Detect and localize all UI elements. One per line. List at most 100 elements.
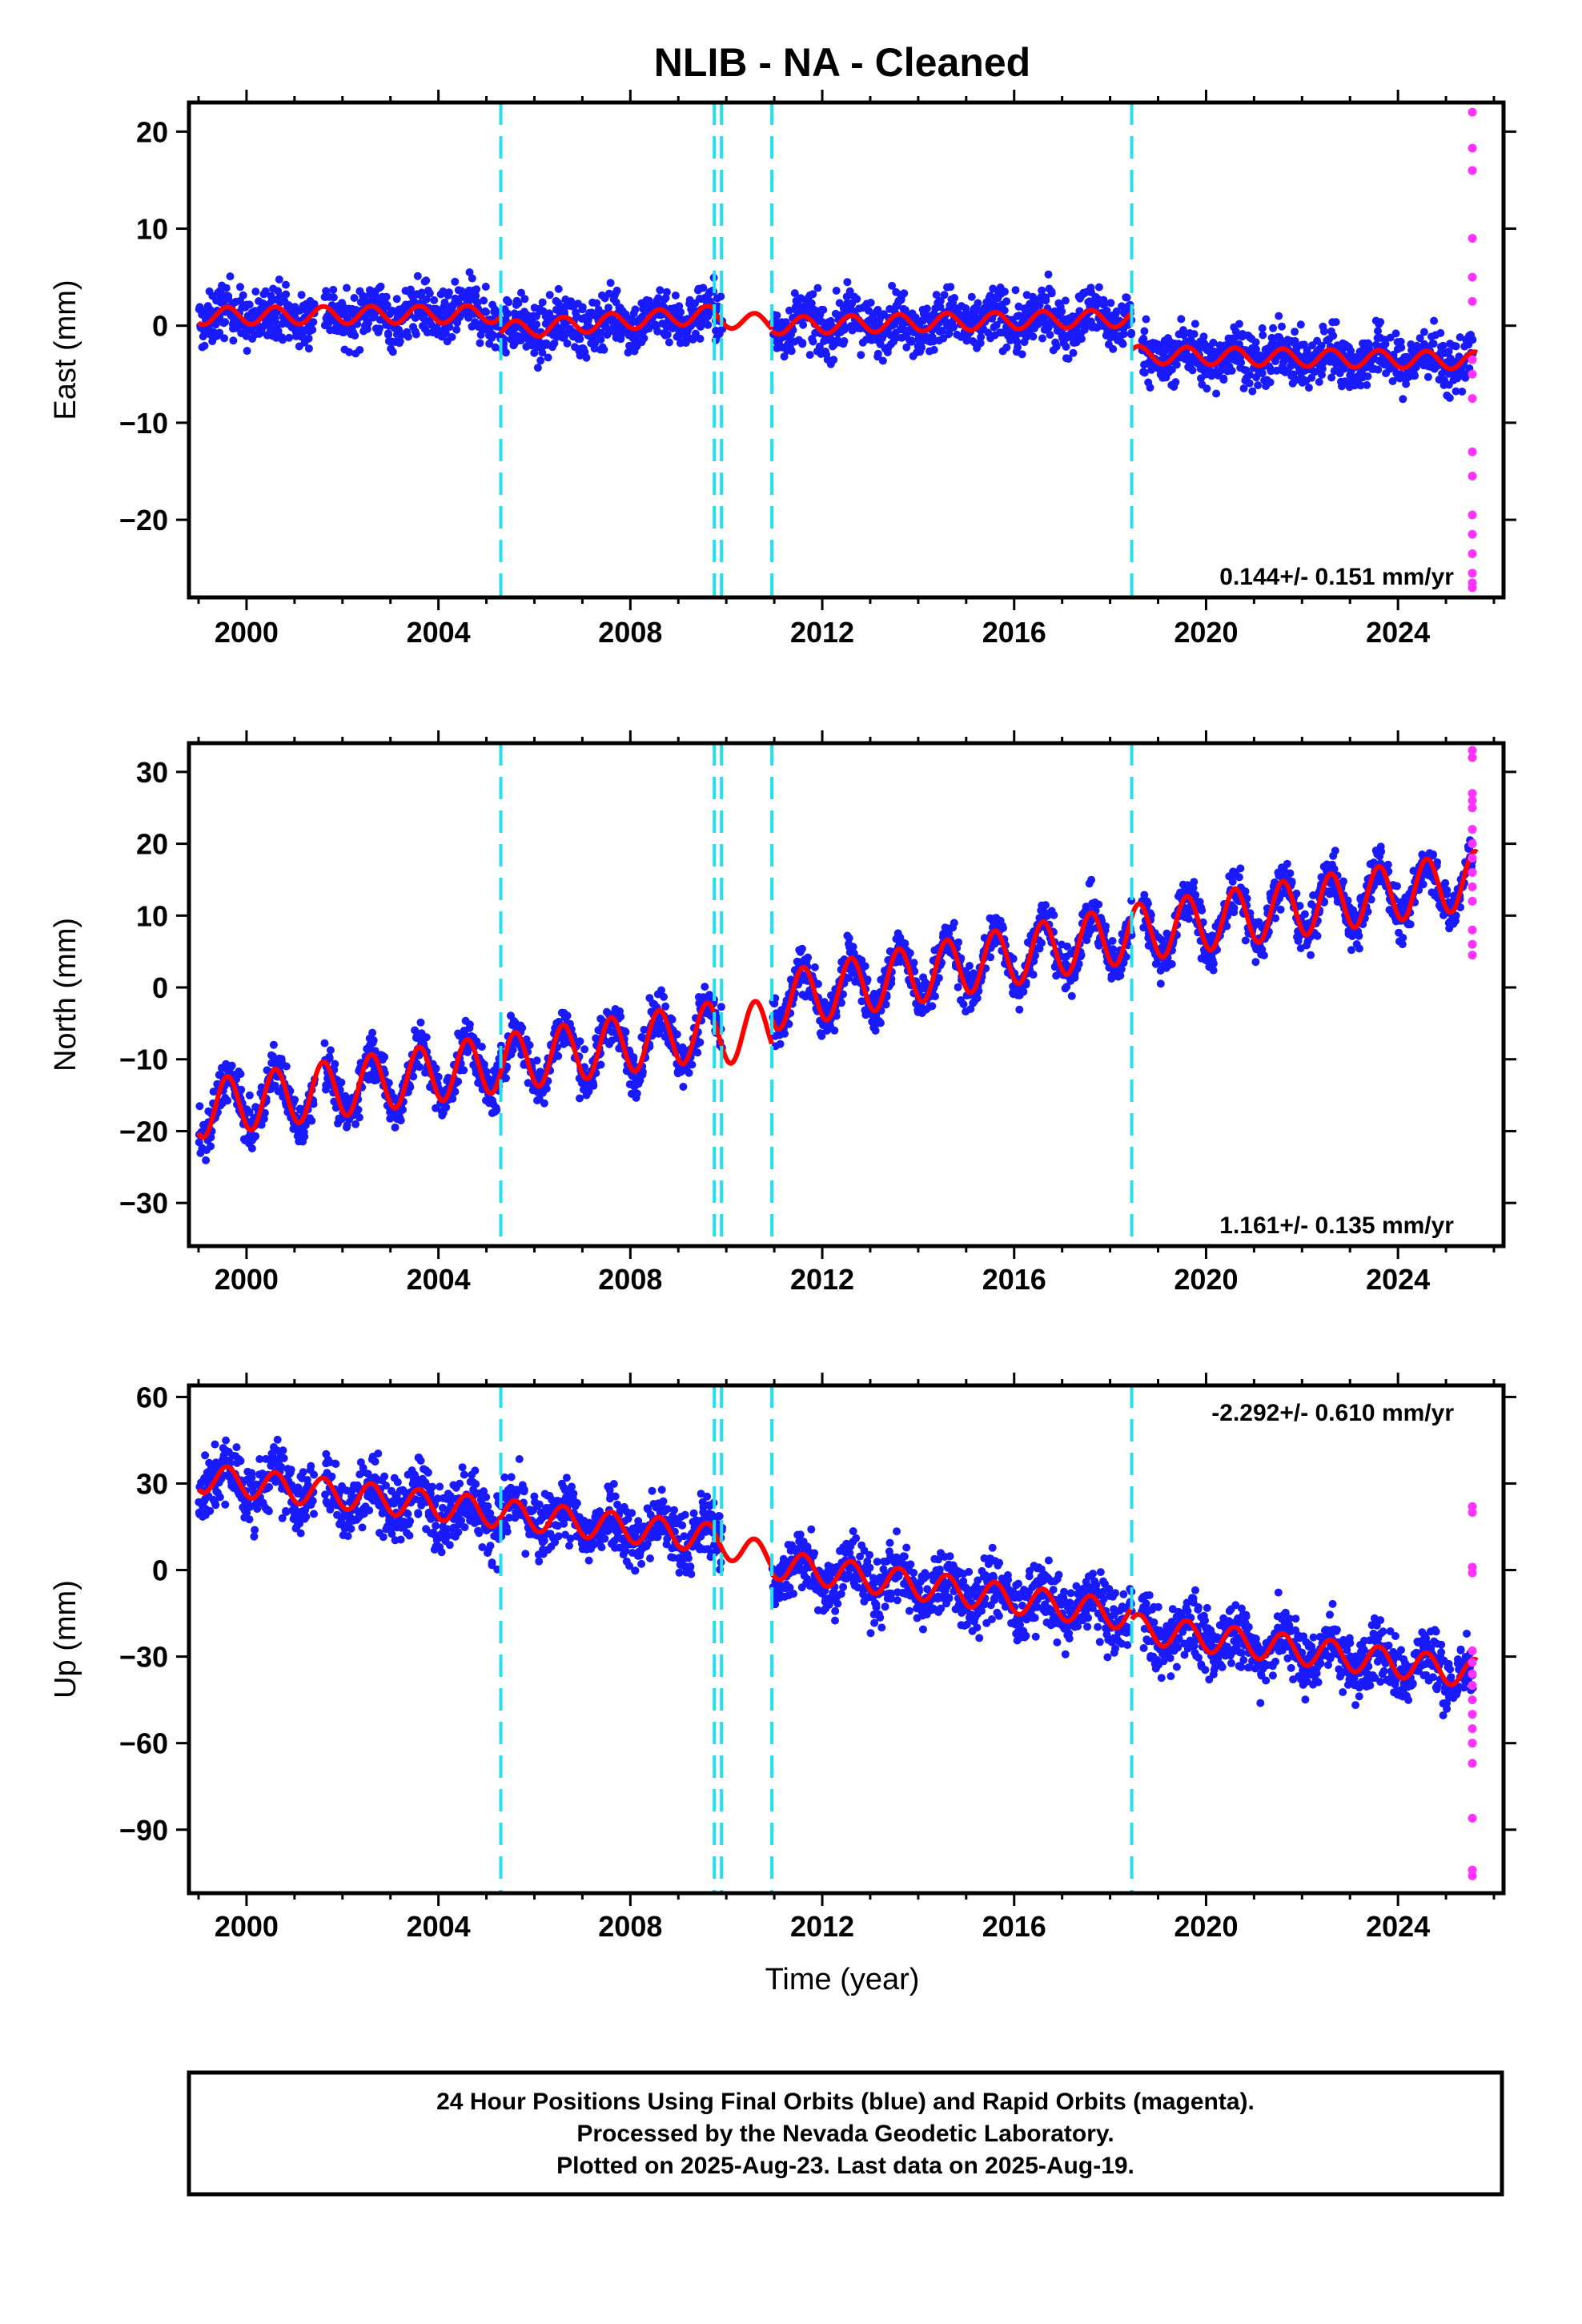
final-orbit-point: [685, 1068, 693, 1077]
final-orbit-point: [368, 1028, 377, 1037]
x-tick-label: 2024: [1366, 616, 1430, 649]
final-orbit-point: [416, 1063, 424, 1072]
final-orbit-point: [950, 919, 958, 927]
final-orbit-point: [922, 304, 931, 313]
final-orbit-point: [200, 341, 209, 350]
final-orbit-point: [536, 356, 545, 365]
final-orbit-point: [1190, 330, 1199, 339]
final-orbit-point: [1291, 336, 1299, 345]
final-orbit-point: [1391, 329, 1400, 338]
final-orbit-point: [396, 337, 404, 346]
final-orbit-point: [1011, 286, 1020, 295]
final-orbit-point: [412, 330, 420, 339]
final-orbit-point: [339, 328, 348, 336]
final-orbit-point: [544, 353, 552, 362]
final-orbit-point: [351, 332, 359, 340]
final-orbit-point: [355, 346, 364, 354]
final-orbit-point: [224, 292, 233, 300]
final-orbit-point: [1307, 951, 1315, 959]
velocity-rate-label: 0.144+/- 0.151 mm/yr: [1219, 564, 1454, 590]
final-orbit-point: [589, 1081, 598, 1090]
final-orbit-point: [488, 331, 497, 340]
final-orbit-point: [1237, 358, 1246, 367]
final-orbit-point: [596, 328, 605, 337]
final-orbit-point: [1331, 846, 1339, 855]
final-orbit-point: [1266, 378, 1275, 387]
final-orbit-point: [514, 299, 523, 308]
final-orbit-point: [482, 308, 491, 316]
final-orbit-point: [279, 336, 287, 344]
final-orbit-point: [1109, 344, 1118, 353]
final-orbit-point: [465, 1020, 474, 1029]
final-orbit-point: [345, 348, 354, 356]
final-orbit-point: [220, 334, 229, 343]
final-orbit-point: [1094, 900, 1103, 909]
final-orbit-point: [1283, 859, 1291, 868]
x-tick-label: 2016: [982, 616, 1046, 649]
final-orbit-point: [245, 1091, 254, 1100]
final-orbit-point: [1184, 915, 1193, 923]
final-orbit-point: [369, 1036, 378, 1044]
final-orbit-point: [1069, 348, 1078, 357]
final-orbit-point: [226, 272, 235, 281]
final-orbit-point: [1251, 338, 1260, 347]
final-orbit-point: [853, 295, 861, 304]
final-orbit-point: [460, 1066, 468, 1075]
final-orbit-point: [533, 364, 542, 372]
final-orbit-point: [907, 336, 916, 345]
final-orbit-point: [621, 1027, 630, 1036]
final-orbit-point: [1156, 979, 1165, 988]
final-orbit-point: [830, 1026, 839, 1035]
final-orbit-point: [432, 1064, 440, 1073]
final-orbit-point: [441, 329, 450, 338]
final-orbit-point: [1067, 991, 1076, 1000]
final-orbit-point: [247, 1144, 256, 1152]
final-orbit-point: [331, 1059, 339, 1068]
final-orbit-point: [1042, 901, 1050, 910]
final-orbit-point: [1275, 312, 1283, 320]
final-orbit-point: [520, 295, 529, 304]
final-orbit-point: [1038, 334, 1046, 343]
final-orbit-point: [215, 328, 224, 337]
final-orbit-point: [656, 286, 665, 295]
final-orbit-point: [554, 1051, 563, 1060]
final-orbit-point: [351, 1120, 360, 1128]
final-orbit-point: [504, 298, 513, 307]
final-orbit-point: [1436, 328, 1445, 337]
x-tick-label: 2004: [407, 616, 471, 649]
final-orbit-point: [404, 332, 412, 341]
final-orbit-point: [1393, 882, 1401, 891]
final-orbit-point: [671, 292, 680, 300]
final-orbit-point: [950, 323, 958, 332]
final-orbit-point: [320, 1039, 329, 1047]
final-orbit-point: [481, 283, 490, 291]
rapid-orbit-point: [1468, 355, 1477, 364]
final-orbit-point: [380, 1052, 389, 1061]
final-orbit-point: [261, 287, 270, 296]
final-orbit-point: [673, 1030, 681, 1039]
north-panel: 2000 2004 2008 2012 2016 2020 20243020100−10−2…: [49, 730, 1516, 1296]
final-orbit-point: [902, 343, 911, 352]
final-orbit-point: [1119, 330, 1128, 339]
final-orbit-point: [576, 1037, 584, 1046]
final-orbit-point: [1376, 318, 1385, 327]
final-orbit-point: [251, 287, 260, 296]
final-orbit-point: [1042, 296, 1050, 305]
final-orbit-point: [310, 300, 319, 308]
x-tick-label: 2000: [215, 616, 279, 649]
final-orbit-point: [1106, 299, 1115, 308]
final-orbit-point: [434, 1072, 443, 1081]
final-orbit-point: [1258, 324, 1267, 332]
final-orbit-point: [888, 281, 897, 290]
final-orbit-point: [967, 292, 976, 301]
final-orbit-point: [1002, 297, 1011, 306]
final-orbit-point: [1259, 331, 1267, 340]
final-orbit-point: [1276, 905, 1285, 914]
final-orbit-point: [677, 308, 685, 316]
final-orbit-point: [1259, 951, 1268, 959]
final-orbit-point: [442, 1103, 451, 1112]
chart-title: NLIB - NA - Cleaned: [654, 40, 1030, 85]
final-orbit-point: [239, 291, 247, 300]
final-orbit-point: [1018, 350, 1026, 359]
